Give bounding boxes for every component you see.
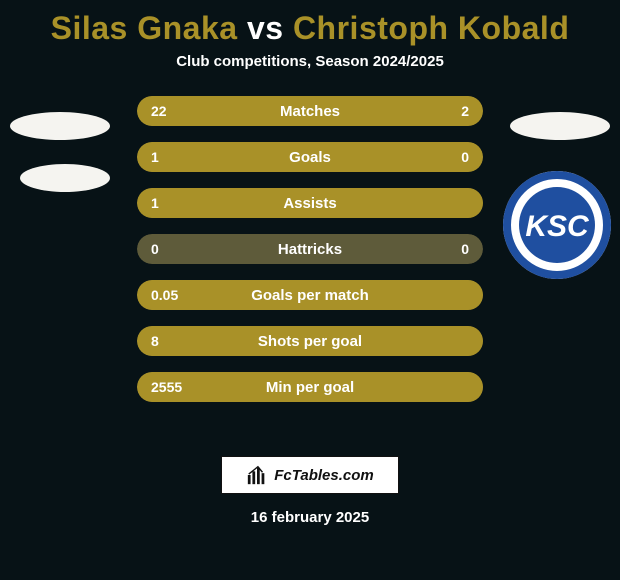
- player2-club-badge: KSC: [502, 170, 612, 280]
- stat-label: Min per goal: [137, 372, 483, 402]
- stat-right-value: 0: [461, 234, 469, 264]
- brand-text: FcTables.com: [274, 467, 373, 484]
- stat-left-value: 0.05: [151, 280, 178, 310]
- stat-label: Assists: [137, 188, 483, 218]
- player1-flag-icon: [10, 112, 110, 140]
- stat-right-value: 2: [461, 96, 469, 126]
- comparison-arena: KSC Matches222Goals10Assists1Hattricks00…: [0, 96, 620, 436]
- stat-label: Goals: [137, 142, 483, 172]
- brand-box: FcTables.com: [221, 456, 399, 494]
- stat-row: Hattricks0 0: [137, 234, 483, 264]
- stat-left-value: 22: [151, 96, 167, 126]
- stat-row: Min per goal2555: [137, 372, 483, 402]
- stat-row: Assists1: [137, 188, 483, 218]
- player2-flag-icon: [510, 112, 610, 140]
- chart-icon: [246, 464, 268, 486]
- stat-bars: Matches222Goals10Assists1Hattricks00Goal…: [137, 96, 483, 418]
- player2-name: Christoph Kobald: [293, 10, 569, 46]
- stat-label: Goals per match: [137, 280, 483, 310]
- stat-row: Matches222: [137, 96, 483, 126]
- stat-left-value: 8: [151, 326, 159, 356]
- footer-date: 16 february 2025: [0, 509, 620, 526]
- stat-row: Goals per match0.05: [137, 280, 483, 310]
- stat-row: Goals1 0: [137, 142, 483, 172]
- stat-left-value: 1: [151, 142, 159, 172]
- stat-row: Shots per goal8: [137, 326, 483, 356]
- stat-label: Matches: [137, 96, 483, 126]
- stat-left-value: 1: [151, 188, 159, 218]
- subtitle: Club competitions, Season 2024/2025: [0, 53, 620, 70]
- player1-name: Silas Gnaka: [51, 10, 238, 46]
- ksc-letters: KSC: [525, 210, 590, 243]
- stat-right-value: 0: [461, 142, 469, 172]
- stat-left-value: 0: [151, 234, 159, 264]
- player1-club-icon: [20, 164, 110, 192]
- vs-text: vs: [247, 10, 284, 46]
- stat-label: Hattricks: [137, 234, 483, 264]
- stat-label: Shots per goal: [137, 326, 483, 356]
- stat-left-value: 2555: [151, 372, 182, 402]
- comparison-title: Silas Gnaka vs Christoph Kobald: [0, 0, 620, 47]
